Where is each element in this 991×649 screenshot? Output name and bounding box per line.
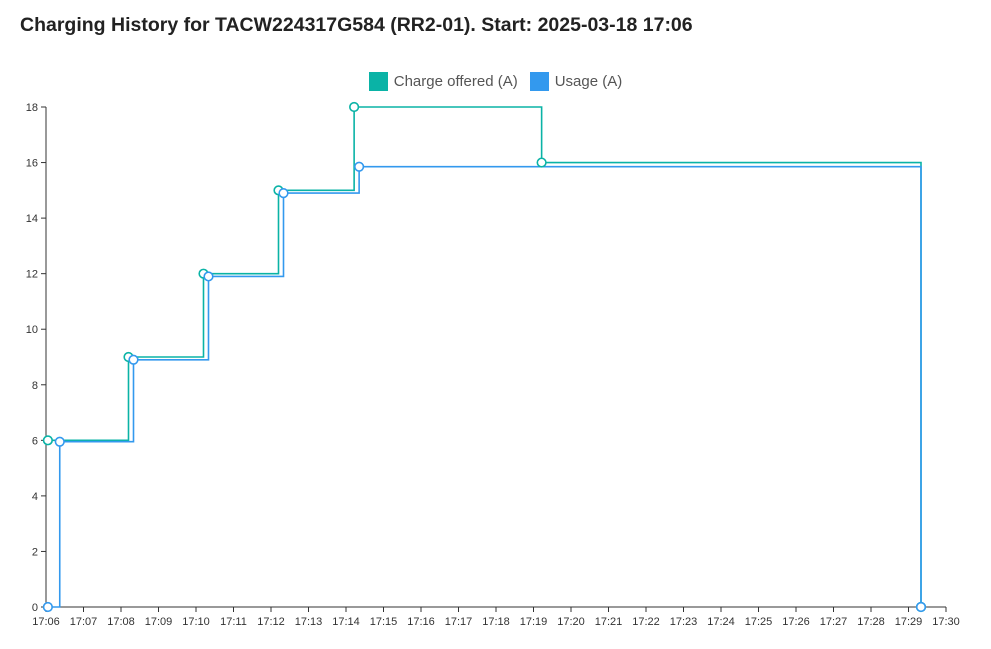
x-tick-label: 17:29 xyxy=(895,616,923,628)
legend-swatch-charge-offered xyxy=(368,72,388,91)
y-tick-label: 16 xyxy=(26,158,38,170)
y-tick-label: 8 xyxy=(32,380,38,392)
x-tick-label: 17:13 xyxy=(295,616,323,628)
y-tick-label: 2 xyxy=(32,546,38,558)
x-tick-label: 17:27 xyxy=(820,616,848,628)
y-tick-label: 10 xyxy=(26,324,38,336)
series-line-0 xyxy=(47,106,922,607)
chart-title: Charging History for TACW224317G584 (RR2… xyxy=(20,14,693,36)
series-point-1 xyxy=(354,161,365,172)
legend-label-usage: Usage (A) xyxy=(554,73,623,90)
x-tick-label: 17:10 xyxy=(182,616,210,628)
series-line-1 xyxy=(47,165,922,608)
y-tick-label: 18 xyxy=(26,102,38,114)
x-tick-label: 17:17 xyxy=(445,616,473,628)
x-tick-label: 17:23 xyxy=(670,616,698,628)
series-point-0 xyxy=(536,157,547,168)
y-tick-label: 12 xyxy=(26,269,38,281)
x-tick-label: 17:08 xyxy=(107,616,135,628)
legend-item-usage[interactable]: Usage (A) xyxy=(529,72,623,91)
series-point-1 xyxy=(278,188,289,199)
x-tick-label: 17:26 xyxy=(782,616,810,628)
x-tick-label: 17:22 xyxy=(632,616,660,628)
x-tick-label: 17:07 xyxy=(70,616,98,628)
series-point-1 xyxy=(203,271,214,282)
x-tick-label: 17:14 xyxy=(332,616,360,628)
chart-legend: Charge offered (A) Usage (A) xyxy=(0,72,991,91)
x-tick-label: 17:30 xyxy=(932,616,960,628)
x-tick-label: 17:20 xyxy=(557,616,585,628)
y-tick-label: 0 xyxy=(32,602,38,614)
series-point-1 xyxy=(128,354,139,365)
x-tick-label: 17:16 xyxy=(407,616,435,628)
y-tick-label: 4 xyxy=(32,491,38,503)
y-tick-label: 14 xyxy=(26,213,38,225)
x-tick-label: 17:18 xyxy=(482,616,510,628)
x-tick-label: 17:25 xyxy=(745,616,773,628)
x-tick-label: 17:19 xyxy=(520,616,548,628)
x-tick-label: 17:15 xyxy=(370,616,398,628)
x-tick-label: 17:21 xyxy=(595,616,623,628)
x-tick-label: 17:12 xyxy=(257,616,285,628)
series-point-0 xyxy=(349,101,360,113)
series-point-0 xyxy=(42,435,53,446)
series-point-1 xyxy=(915,601,927,613)
legend-item-charge-offered[interactable]: Charge offered (A) xyxy=(368,72,518,91)
y-tick-label: 6 xyxy=(32,435,38,447)
x-tick-label: 17:06 xyxy=(32,616,60,628)
legend-swatch-usage xyxy=(529,72,549,91)
x-tick-label: 17:11 xyxy=(220,616,247,628)
legend-label-charge-offered: Charge offered (A) xyxy=(393,73,518,90)
x-tick-label: 17:09 xyxy=(145,616,173,628)
x-tick-label: 17:28 xyxy=(857,616,885,628)
x-tick-label: 17:24 xyxy=(707,616,735,628)
series-point-1 xyxy=(54,436,65,447)
series-point-1 xyxy=(42,601,53,613)
